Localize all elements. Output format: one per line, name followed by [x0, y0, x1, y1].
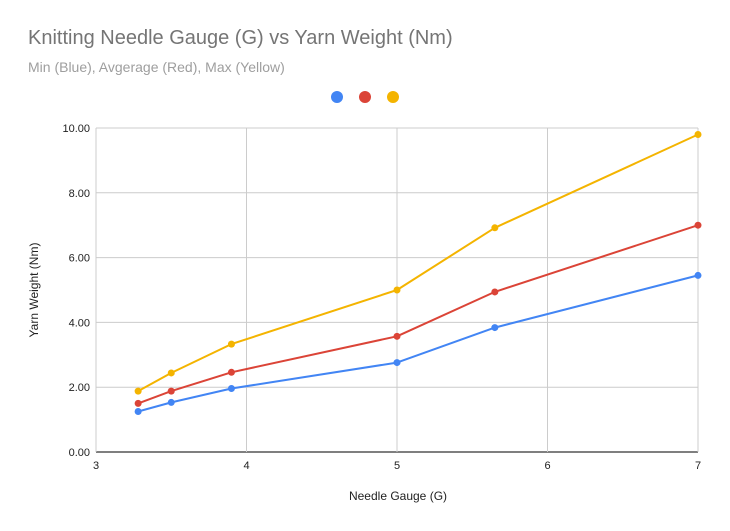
series-lines	[137, 133, 699, 413]
data-point	[491, 324, 499, 332]
series-line-3	[137, 133, 699, 392]
legend-marker-3	[387, 91, 399, 103]
x-axis-title: Needle Gauge (G)	[349, 489, 447, 503]
x-tick-labels: 3 4 5 6 7	[93, 460, 701, 472]
data-point	[393, 286, 401, 294]
x-tick-label: 7	[695, 460, 701, 472]
x-tick-label: 3	[93, 460, 99, 472]
data-point	[491, 288, 499, 296]
data-point	[134, 408, 142, 415]
series-line-2	[137, 224, 699, 405]
data-point	[227, 340, 235, 348]
data-point	[227, 368, 235, 376]
y-tick-label: 8.00	[69, 188, 90, 200]
data-point	[227, 384, 235, 392]
x-tick-label: 4	[243, 460, 249, 472]
x-tick-label: 5	[394, 460, 400, 472]
chart-title: Knitting Needle Gauge (G) vs Yarn Weight…	[28, 27, 453, 49]
x-tick-label: 6	[544, 460, 550, 472]
legend-marker-1	[331, 91, 343, 103]
y-tick-label: 6.00	[69, 253, 90, 265]
y-tick-label: 0.00	[69, 447, 90, 459]
data-point	[694, 221, 702, 229]
y-axis-title: Yarn Weight (Nm)	[27, 243, 41, 338]
data-point	[491, 224, 499, 232]
series-points	[134, 130, 702, 415]
data-point	[167, 369, 175, 377]
data-point	[393, 332, 401, 340]
data-point	[393, 359, 401, 367]
legend	[331, 91, 399, 103]
data-point	[134, 399, 142, 407]
series-line-1	[137, 274, 699, 413]
data-point	[134, 387, 142, 395]
data-point	[694, 271, 702, 279]
y-tick-labels: 0.00 2.00 4.00 6.00 8.00 10.00	[62, 123, 90, 459]
y-tick-label: 10.00	[62, 123, 90, 135]
data-point	[694, 130, 702, 138]
data-point	[167, 398, 175, 406]
data-point	[167, 387, 175, 395]
chart-subtitle: Min (Blue), Avgerage (Red), Max (Yellow)	[28, 59, 285, 75]
grid-lines	[95, 127, 699, 453]
y-tick-label: 2.00	[69, 382, 90, 394]
y-tick-label: 4.00	[69, 317, 90, 329]
legend-marker-2	[359, 91, 371, 103]
